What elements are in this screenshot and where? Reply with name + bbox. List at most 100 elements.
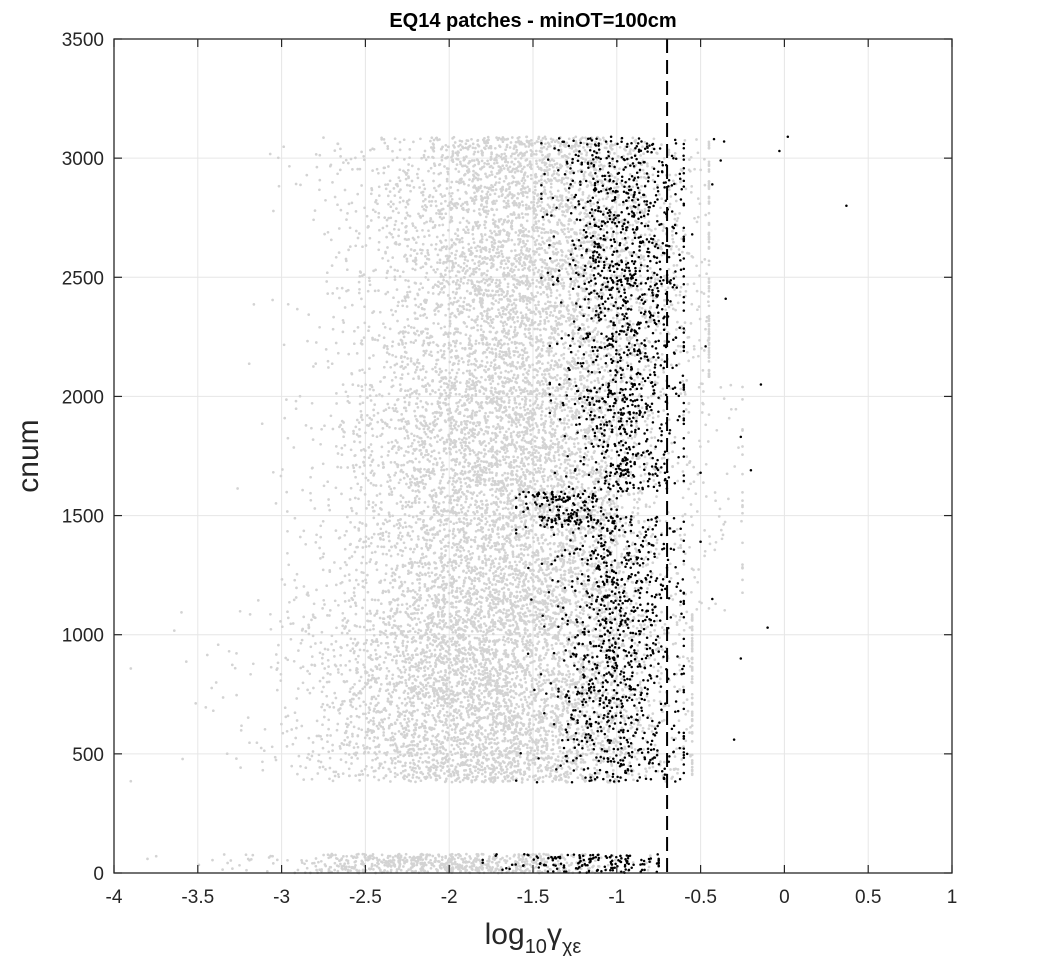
data-point	[466, 699, 470, 702]
data-point	[426, 667, 430, 670]
data-point	[377, 866, 381, 870]
data-point	[431, 624, 435, 628]
data-point	[595, 769, 599, 772]
data-point	[346, 619, 350, 623]
data-point	[510, 714, 514, 718]
data-point	[214, 681, 218, 684]
data-point	[458, 865, 462, 868]
data-point	[238, 609, 242, 613]
data-point	[413, 743, 417, 747]
data-point	[476, 696, 480, 699]
data-point	[365, 733, 369, 737]
data-point	[465, 659, 469, 663]
data-point	[483, 649, 486, 653]
data-point	[433, 677, 437, 681]
data-point	[470, 616, 474, 620]
data-point	[412, 735, 415, 739]
data-point	[544, 768, 548, 771]
data-point	[574, 681, 577, 685]
data-point	[525, 731, 529, 734]
data-point	[393, 640, 396, 644]
data-point	[536, 673, 540, 677]
data-point	[425, 628, 428, 632]
data-point	[531, 643, 535, 647]
data-point	[478, 702, 482, 706]
data-point	[402, 744, 405, 748]
data-point	[416, 675, 420, 679]
data-point	[581, 612, 585, 616]
data-point	[404, 860, 407, 864]
data-point	[359, 675, 363, 679]
data-point	[496, 746, 500, 750]
data-point	[395, 648, 399, 652]
data-point	[367, 856, 370, 860]
data-point	[662, 628, 666, 632]
data-point	[417, 663, 421, 667]
data-point	[460, 700, 463, 704]
data-point	[364, 853, 368, 857]
data-point	[663, 632, 666, 635]
data-point	[527, 695, 531, 699]
data-point	[409, 612, 413, 616]
data-point	[567, 776, 570, 779]
data-point	[344, 752, 347, 755]
data-point	[521, 857, 525, 861]
data-point	[448, 615, 452, 619]
data-point	[580, 767, 583, 771]
data-point	[292, 659, 296, 663]
data-point	[464, 648, 467, 652]
data-point	[499, 857, 502, 861]
data-point	[463, 776, 466, 780]
data-point	[366, 681, 370, 685]
data-point	[412, 855, 416, 859]
data-point	[610, 721, 613, 725]
data-point	[592, 634, 595, 638]
data-point	[566, 733, 570, 736]
data-point	[481, 673, 485, 676]
data-point	[508, 857, 512, 860]
data-point	[590, 645, 593, 649]
data-point	[244, 853, 248, 857]
data-point	[376, 861, 379, 865]
data-point	[609, 616, 612, 619]
data-point	[411, 656, 415, 660]
data-point	[413, 684, 417, 688]
data-point	[373, 736, 376, 739]
data-point	[537, 680, 541, 684]
data-point	[364, 856, 367, 860]
data-point	[382, 731, 386, 734]
data-point	[528, 869, 531, 873]
data-point	[517, 745, 520, 748]
data-point	[340, 672, 344, 676]
data-point	[487, 630, 491, 633]
data-point	[516, 768, 520, 772]
data-point	[650, 724, 654, 728]
data-point	[489, 684, 493, 687]
data-point	[690, 765, 694, 769]
data-point	[554, 735, 558, 738]
data-point	[390, 731, 394, 735]
data-point	[473, 670, 477, 673]
data-point	[468, 663, 472, 667]
data-point	[479, 860, 482, 863]
data-point	[429, 858, 432, 862]
data-point	[410, 686, 414, 689]
data-point	[444, 621, 448, 625]
data-point	[456, 738, 459, 742]
data-point	[378, 633, 382, 637]
data-point	[343, 731, 347, 735]
data-point	[407, 719, 411, 723]
data-point	[420, 611, 423, 615]
data-point	[405, 775, 409, 779]
data-point	[514, 676, 518, 680]
data-point	[513, 628, 517, 631]
data-point	[395, 654, 399, 658]
data-point	[505, 770, 508, 774]
data-point	[300, 859, 303, 862]
data-point	[561, 751, 565, 755]
data-point	[529, 648, 533, 652]
data-point	[457, 654, 461, 657]
data-point	[386, 870, 389, 873]
data-point	[447, 658, 450, 661]
data-point	[586, 648, 590, 652]
